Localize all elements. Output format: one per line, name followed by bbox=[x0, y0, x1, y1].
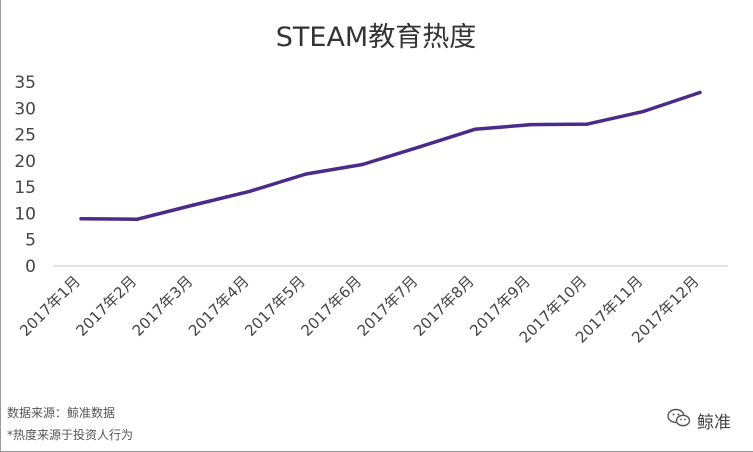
data-point bbox=[473, 127, 477, 131]
y-tick-label: 0 bbox=[25, 257, 36, 277]
y-tick-label: 35 bbox=[14, 73, 36, 93]
data-point bbox=[641, 109, 646, 114]
wechat-icon bbox=[667, 408, 691, 433]
y-tick-label: 25 bbox=[14, 126, 36, 146]
watermark-text: 鲸准 bbox=[697, 413, 731, 433]
y-tick-label: 15 bbox=[14, 178, 36, 198]
footnote: *热度来源于投资人行为 bbox=[7, 428, 134, 442]
y-tick-label: 30 bbox=[14, 99, 36, 119]
data-point bbox=[698, 90, 702, 95]
data-point bbox=[529, 122, 533, 127]
y-tick-label: 20 bbox=[14, 152, 36, 172]
frame-left-border bbox=[0, 0, 1, 452]
data-point bbox=[135, 217, 140, 221]
series-line bbox=[79, 90, 702, 221]
data-point bbox=[79, 217, 83, 221]
chart-title: STEAM教育热度 bbox=[276, 22, 476, 53]
y-tick-label: 10 bbox=[14, 204, 36, 224]
watermark: 鲸准 bbox=[667, 408, 731, 433]
data-point bbox=[416, 145, 421, 149]
source-note: 数据来源：鲸准数据 bbox=[7, 406, 116, 420]
y-tick-label: 5 bbox=[25, 231, 36, 251]
data-point bbox=[585, 122, 590, 126]
data-point bbox=[248, 189, 252, 193]
data-point bbox=[304, 172, 308, 176]
data-point bbox=[360, 162, 365, 167]
data-point bbox=[191, 203, 196, 207]
